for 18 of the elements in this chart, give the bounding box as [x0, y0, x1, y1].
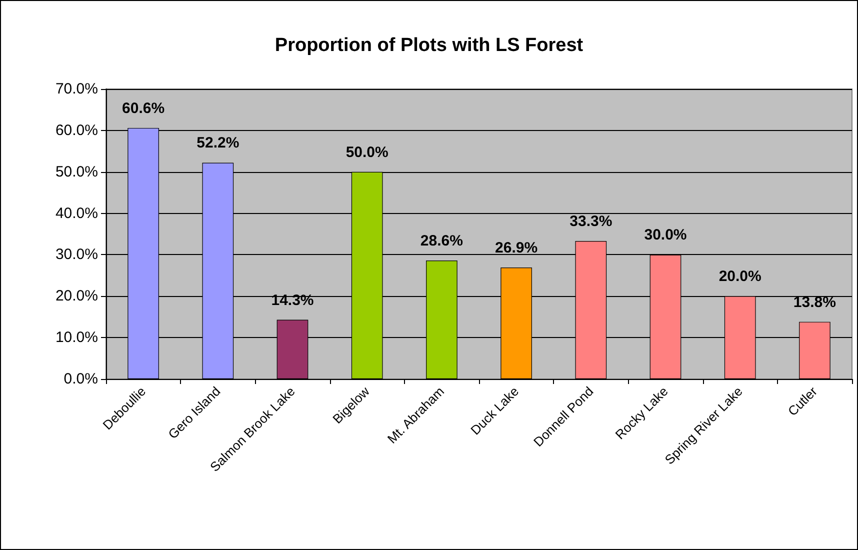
y-tick-label: 0.0% — [64, 370, 98, 388]
y-tick-label: 70.0% — [55, 80, 98, 98]
y-tick-label: 60.0% — [55, 122, 98, 139]
data-label: 26.9% — [495, 240, 538, 257]
data-label: 52.2% — [196, 134, 240, 152]
y-tick-label: 10.0% — [55, 329, 98, 346]
data-label: 13.8% — [793, 294, 836, 311]
y-tick-label: 30.0% — [55, 246, 98, 264]
data-label: 60.6% — [122, 100, 165, 117]
y-tick-label: 50.0% — [55, 163, 98, 180]
data-label: 28.6% — [420, 232, 463, 250]
y-tick-label: 40.0% — [55, 204, 98, 222]
data-label: 20.0% — [718, 268, 762, 286]
chart-title: Proportion of Plots with LS Forest — [274, 35, 584, 56]
y-tick-label: 20.0% — [55, 288, 98, 305]
data-label: 30.0% — [644, 226, 687, 244]
data-label: 50.0% — [346, 144, 388, 161]
data-label: 33.3% — [570, 213, 612, 230]
